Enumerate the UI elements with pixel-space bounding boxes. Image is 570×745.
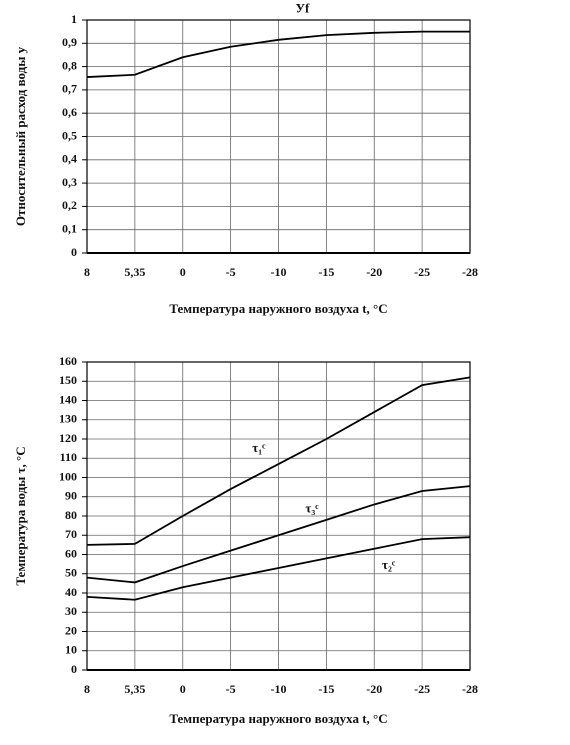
x-tick-label: -20: [366, 682, 382, 696]
y-tick-label: 0,5: [62, 128, 77, 142]
x-tick-label: -15: [318, 682, 334, 696]
series-label: Уf: [296, 0, 311, 15]
y-tick-label: 50: [65, 566, 77, 580]
x-tick-label: -28: [462, 265, 478, 279]
x-tick-label: 5,35: [124, 682, 145, 696]
y-tick-label: 20: [65, 623, 77, 637]
y-tick-label: 0,7: [62, 82, 77, 96]
x-tick-label: 0: [180, 682, 186, 696]
x-tick-label: -28: [462, 682, 478, 696]
x-tick-label: -5: [226, 682, 236, 696]
series-line: [86, 536, 471, 601]
x-tick-label: -25: [414, 682, 430, 696]
y-tick-label: 160: [59, 354, 77, 368]
x-tick-label: -15: [318, 265, 334, 279]
y-axis-title: Относительный расход воды у: [13, 46, 28, 226]
series-label: τ₂ᶜ: [382, 557, 396, 572]
y-tick-label: 120: [59, 431, 77, 445]
y-tick-label: 90: [65, 489, 77, 503]
y-tick-label: 0,6: [62, 105, 77, 119]
x-tick-label: 8: [84, 682, 90, 696]
y-tick-label: 40: [65, 585, 77, 599]
y-tick-label: 0,4: [62, 152, 77, 166]
y-tick-label: 10: [65, 643, 77, 657]
y-tick-label: 30: [65, 604, 77, 618]
x-tick-label: 5,35: [124, 265, 145, 279]
series-line: [86, 485, 471, 584]
y-tick-label: 60: [65, 546, 77, 560]
x-tick-label: -20: [366, 265, 382, 279]
y-axis-title: Температура воды τ, °C: [13, 446, 28, 585]
x-axis-title: Температура наружного воздуха t, °C: [169, 301, 387, 316]
y-tick-label: 80: [65, 508, 77, 522]
x-tick-label: 0: [180, 265, 186, 279]
x-tick-label: -10: [271, 682, 287, 696]
series-label: τ₃ᶜ: [305, 500, 319, 515]
y-tick-label: 70: [65, 527, 77, 541]
series-line: [86, 30, 470, 78]
x-tick-label: -5: [226, 265, 236, 279]
x-tick-label: 8: [84, 265, 90, 279]
y-tick-label: 110: [60, 450, 77, 464]
y-tick-label: 140: [59, 392, 77, 406]
y-tick-label: 0,3: [62, 175, 77, 189]
x-axis-title: Температура наружного воздуха t, °C: [169, 711, 387, 726]
y-tick-label: 0,1: [62, 221, 77, 235]
x-tick-label: -25: [414, 265, 430, 279]
y-tick-label: 0,2: [62, 198, 77, 212]
y-tick-label: 1: [71, 12, 77, 26]
y-tick-label: 130: [59, 412, 77, 426]
y-tick-label: 0: [71, 662, 77, 676]
y-tick-label: 0,9: [62, 35, 77, 49]
series-line: [86, 376, 471, 546]
x-tick-label: -10: [271, 265, 287, 279]
y-tick-label: 0,8: [62, 58, 77, 72]
series-label: τ₁ᶜ: [252, 440, 266, 455]
y-tick-label: 100: [59, 469, 77, 483]
y-tick-label: 150: [59, 373, 77, 387]
y-tick-label: 0: [71, 245, 77, 259]
